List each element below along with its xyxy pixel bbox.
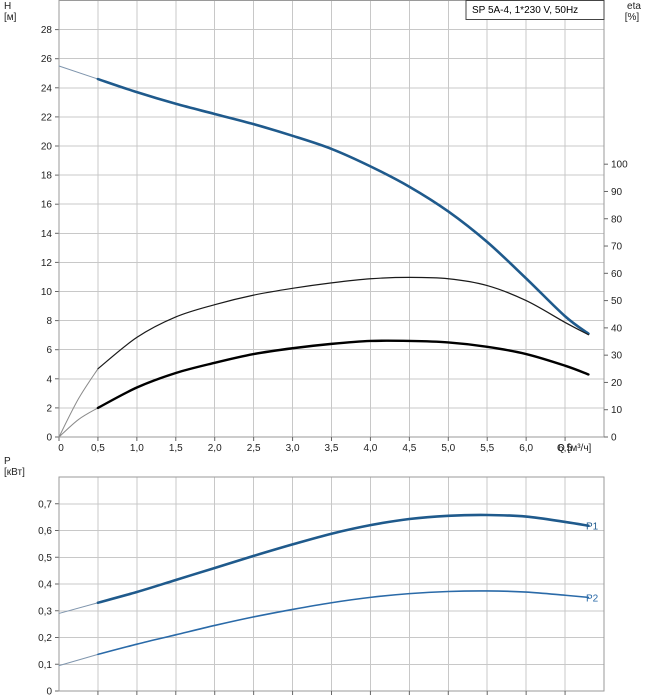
series-line <box>97 590 590 656</box>
x-tick-label: 0 <box>58 443 64 454</box>
y-tick-label: 10 <box>41 287 53 298</box>
y-tick-label: 0,1 <box>38 660 52 671</box>
y-right-tick-label: 50 <box>611 296 623 307</box>
y-tick-label: 0,4 <box>38 580 52 591</box>
y-tick-label: 2 <box>46 403 52 414</box>
y-axis-unit: [м] <box>4 12 17 23</box>
x-tick-label: 2,0 <box>208 443 222 454</box>
series-line <box>58 602 99 614</box>
x-tick-label: 4,0 <box>363 443 377 454</box>
legend: SP 5A-4, 1*230 V, 50Hz <box>465 0 605 20</box>
y-tick-label: 26 <box>41 54 53 65</box>
y-tick-label: 0,6 <box>38 526 52 537</box>
power-panel: 0 0,1 0,2 0,3 0,4 0,5 0,6 0,7 P[кВт] P1 P2 <box>4 456 605 698</box>
y-right-tick-label: 40 <box>611 323 623 334</box>
y-right-tick-label: 30 <box>611 351 623 362</box>
x-tick-label: 1,0 <box>130 443 144 454</box>
y-right-tick-label: 0 <box>611 433 617 444</box>
y-tick-label: 24 <box>41 83 53 94</box>
x-tick-label: 3,5 <box>325 443 339 454</box>
series-line <box>58 653 99 667</box>
legend-text: SP 5A-4, 1*230 V, 50Hz <box>472 5 578 16</box>
y-tick-label: 8 <box>46 316 52 327</box>
y-tick-label: 22 <box>41 112 53 123</box>
x-tick-label: 2,5 <box>247 443 261 454</box>
series-line <box>58 65 99 80</box>
y-tick-label: 14 <box>41 229 53 240</box>
x-axis-unit: Q [м³/ч] <box>557 443 592 454</box>
series-label-p1: P1 <box>586 522 599 533</box>
y-tick-label: 0,5 <box>38 553 52 564</box>
y-right-tick-label: 20 <box>611 378 623 389</box>
x-tick-label: 4,5 <box>402 443 416 454</box>
x-tick-label: 6,0 <box>519 443 533 454</box>
y-right-tick-label: 10 <box>611 405 623 416</box>
series-line <box>96 513 590 605</box>
head-efficiency-panel: 0246810121416182022242628H[м]01020304050… <box>4 0 641 454</box>
series-line <box>97 276 590 370</box>
y-tick-label: 4 <box>46 374 52 385</box>
x-tick-label: 5,0 <box>441 443 455 454</box>
x-tick-label: 6,5 <box>558 443 572 454</box>
y-tick-label: 0,3 <box>38 606 52 617</box>
x-tick-label: 0,5 <box>91 443 105 454</box>
y-axis-unit: [кВт] <box>4 467 25 478</box>
series-line <box>96 339 590 410</box>
x-tick-label: 5,5 <box>480 443 494 454</box>
series-line <box>58 368 99 438</box>
y-tick-label: 12 <box>41 258 53 269</box>
y-tick-label: 0,7 <box>38 499 52 510</box>
y-tick-label: 6 <box>46 345 52 356</box>
y-right-tick-label: 90 <box>611 187 623 198</box>
y-right-tick-label: 80 <box>611 214 623 225</box>
y-right-tick-label: 70 <box>611 242 623 253</box>
y-tick-label: 28 <box>41 25 53 36</box>
y-tick-label: 16 <box>41 200 53 211</box>
y-axis-label: H <box>4 1 11 12</box>
series-label-p2: P2 <box>586 593 599 604</box>
legend-box <box>465 0 605 20</box>
y-right-tick-label: 60 <box>611 269 623 280</box>
series-line <box>96 77 590 335</box>
y-right-axis-unit: [%] <box>625 12 640 23</box>
y-tick-label: 0 <box>46 433 52 444</box>
y-tick-label: 0,2 <box>38 633 52 644</box>
y-right-axis-label: eta <box>627 1 641 12</box>
y-tick-label: 0 <box>46 687 52 698</box>
y-tick-label: 18 <box>41 171 53 182</box>
x-tick-label: 1,5 <box>169 443 183 454</box>
series-line <box>58 407 99 438</box>
y-right-tick-label: 100 <box>611 160 628 171</box>
y-tick-label: 20 <box>41 142 53 153</box>
y-axis-label: P <box>4 456 11 467</box>
x-tick-label: 3,0 <box>286 443 300 454</box>
